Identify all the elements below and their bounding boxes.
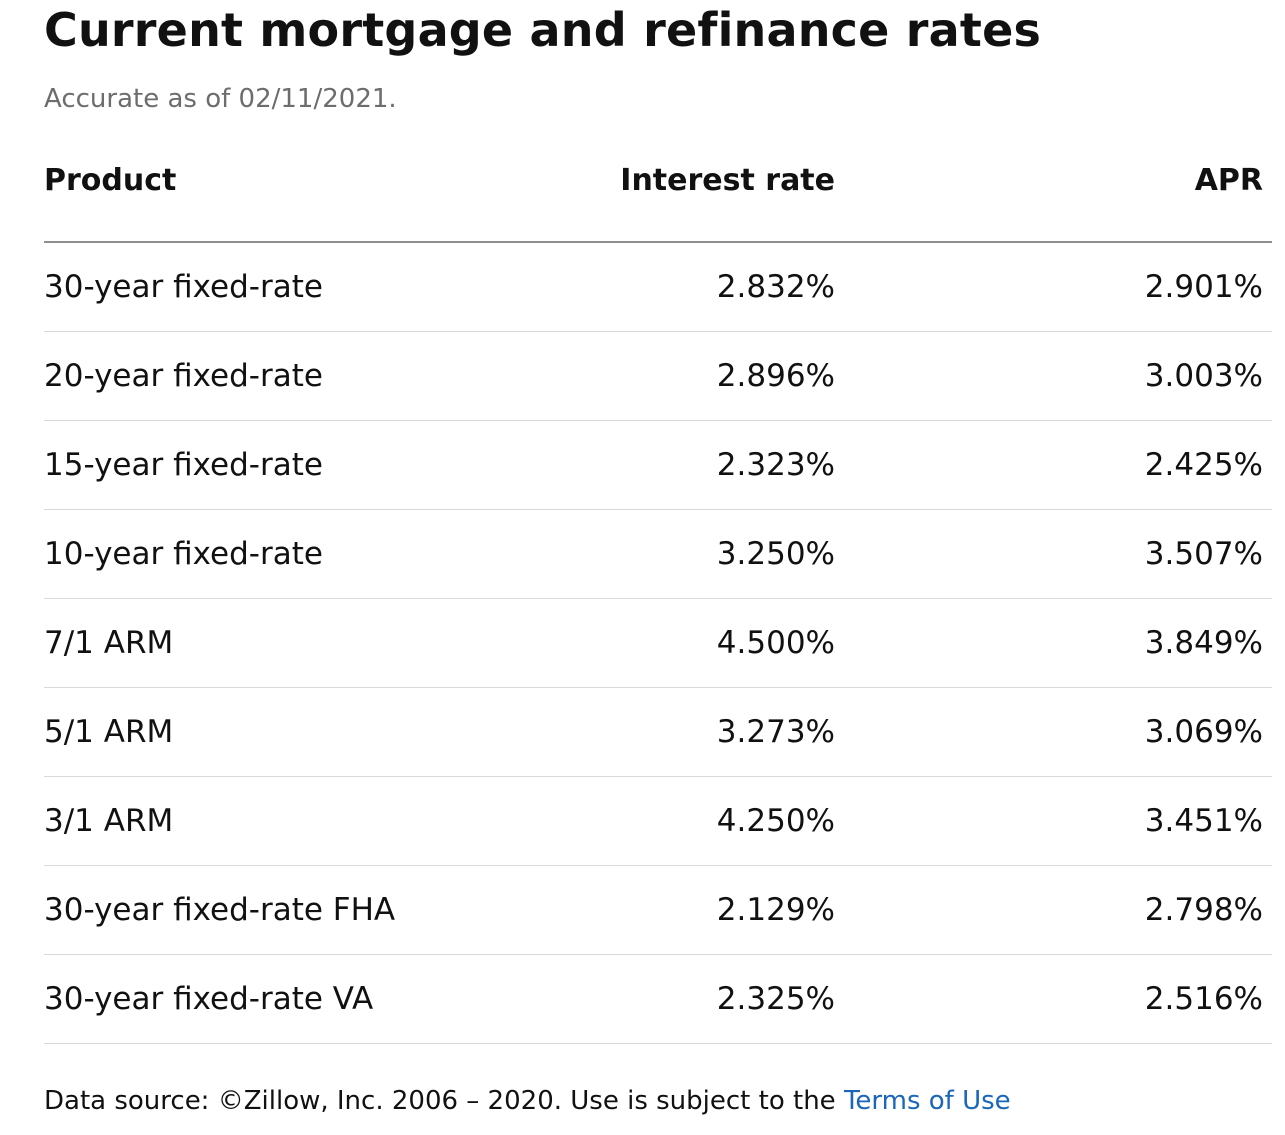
product-cell: 7/1 ARM bbox=[44, 598, 544, 688]
column-header-interest-rate: Interest rate bbox=[544, 155, 844, 243]
product-cell: 30-year fixed-rate bbox=[44, 242, 544, 332]
interest-rate-cell: 4.500% bbox=[544, 598, 844, 688]
table-row: 3/1 ARM 4.250% 3.451% bbox=[44, 776, 1272, 866]
product-cell: 10-year fixed-rate bbox=[44, 509, 544, 599]
rates-table: Product Interest rate APR 30-year fixed-… bbox=[44, 155, 1272, 1044]
product-cell: 3/1 ARM bbox=[44, 776, 544, 866]
apr-cell: 3.003% bbox=[844, 331, 1272, 421]
header-row: Product Interest rate APR bbox=[44, 155, 1272, 243]
rates-table-header: Product Interest rate APR bbox=[44, 155, 1272, 243]
terms-of-use-link[interactable]: Terms of Use bbox=[843, 1086, 1011, 1116]
table-row: 7/1 ARM 4.500% 3.849% bbox=[44, 598, 1272, 688]
page-title: Current mortgage and refinance rates bbox=[44, 3, 1042, 57]
apr-cell: 2.798% bbox=[844, 865, 1272, 955]
apr-cell: 3.507% bbox=[844, 509, 1272, 599]
rates-table-body: 30-year fixed-rate 2.832% 2.901% 20-year… bbox=[44, 242, 1272, 1044]
product-cell: 15-year fixed-rate bbox=[44, 420, 544, 510]
table-row: 30-year fixed-rate FHA 2.129% 2.798% bbox=[44, 865, 1272, 955]
interest-rate-cell: 3.273% bbox=[544, 687, 844, 777]
data-source-text: Data source: ©Zillow, Inc. 2006 – 2020. … bbox=[44, 1086, 844, 1116]
table-row: 10-year fixed-rate 3.250% 3.507% bbox=[44, 509, 1272, 599]
interest-rate-cell: 4.250% bbox=[544, 776, 844, 866]
apr-cell: 2.425% bbox=[844, 420, 1272, 510]
interest-rate-cell: 2.896% bbox=[544, 331, 844, 421]
rates-widget: Current mortgage and refinance rates Acc… bbox=[44, 0, 1272, 1118]
accurate-as-of-date: Accurate as of 02/11/2021. bbox=[44, 84, 397, 114]
interest-rate-cell: 2.325% bbox=[544, 954, 844, 1044]
apr-cell: 2.901% bbox=[844, 242, 1272, 332]
column-header-apr: APR bbox=[844, 155, 1272, 243]
product-cell: 30-year fixed-rate VA bbox=[44, 954, 544, 1044]
column-header-product: Product bbox=[44, 155, 544, 243]
apr-cell: 3.451% bbox=[844, 776, 1272, 866]
table-row: 30-year fixed-rate VA 2.325% 2.516% bbox=[44, 954, 1272, 1044]
table-row: 5/1 ARM 3.273% 3.069% bbox=[44, 687, 1272, 777]
data-source-footer: Data source: ©Zillow, Inc. 2006 – 2020. … bbox=[44, 1084, 1272, 1118]
interest-rate-cell: 3.250% bbox=[544, 509, 844, 599]
product-cell: 30-year fixed-rate FHA bbox=[44, 865, 544, 955]
product-cell: 5/1 ARM bbox=[44, 687, 544, 777]
apr-cell: 3.069% bbox=[844, 687, 1272, 777]
product-cell: 20-year fixed-rate bbox=[44, 331, 544, 421]
apr-cell: 3.849% bbox=[844, 598, 1272, 688]
interest-rate-cell: 2.832% bbox=[544, 242, 844, 332]
interest-rate-cell: 2.129% bbox=[544, 865, 844, 955]
apr-cell: 2.516% bbox=[844, 954, 1272, 1044]
interest-rate-cell: 2.323% bbox=[544, 420, 844, 510]
table-row: 20-year fixed-rate 2.896% 3.003% bbox=[44, 331, 1272, 421]
table-row: 30-year fixed-rate 2.832% 2.901% bbox=[44, 242, 1272, 332]
table-row: 15-year fixed-rate 2.323% 2.425% bbox=[44, 420, 1272, 510]
